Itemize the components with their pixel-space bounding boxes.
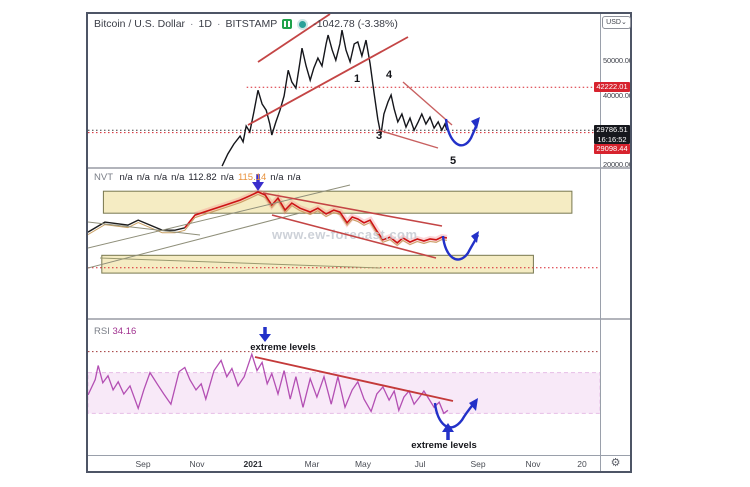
rsi-extreme-levels-bottom: extreme levels <box>411 440 477 451</box>
price-ascending-trendline[interactable] <box>247 36 409 126</box>
price-descending-trendline[interactable] <box>402 81 453 126</box>
price-series-line <box>221 29 448 167</box>
nvt-legend-values: n/a n/a n/a n/a 112.82 n/a 115.14 n/a n/a <box>115 172 300 183</box>
rsi-series-line <box>88 352 449 415</box>
time-axis-label: Mar <box>304 459 320 469</box>
nvt-descending-channel-lower[interactable] <box>271 214 437 259</box>
price-pane[interactable]: 1 3 4 5 Bitcoin / U.S. Dollar · 1D · BIT… <box>88 14 630 167</box>
rsi-extreme-levels-top: extreme levels <box>250 342 316 353</box>
nvt-legend-value: 115.14 <box>237 172 267 183</box>
wave-label-1[interactable]: 1 <box>354 73 360 85</box>
rsi-top-down-arrowhead <box>259 334 271 342</box>
nvt-plot[interactable]: www.ew-forecast.com <box>88 169 600 318</box>
rsi-pane[interactable]: extreme levels extreme levels RSI 34.16 … <box>88 320 630 455</box>
status-dot-icon <box>297 18 309 30</box>
last-price-value: 29786.51 <box>596 125 628 134</box>
nvt-band-trendline[interactable] <box>99 257 381 269</box>
time-axis-label: Jul <box>414 459 426 469</box>
price-plot[interactable]: 1 3 4 5 <box>88 14 600 167</box>
nvt-legend-value: n/a <box>287 172 301 183</box>
price-upper-ascending-trendline[interactable] <box>257 14 331 63</box>
time-axis-separator <box>88 455 630 456</box>
last-price-countdown: 16:16:52 <box>597 134 627 144</box>
time-axis-label: Sep <box>135 459 151 469</box>
change-text: -1042.78 (-3.38%) <box>313 18 398 30</box>
nvt-band <box>102 190 573 214</box>
nvt-down-arrowhead <box>252 182 264 191</box>
time-axis-label: Sep <box>470 459 486 469</box>
nvt-ma-line <box>88 193 447 247</box>
rsi-legend-name: RSI <box>94 326 110 337</box>
time-axis-label: Nov <box>525 459 541 469</box>
nvt-legend-value: n/a <box>171 172 185 183</box>
symbol-title: Bitcoin / U.S. Dollar <box>94 18 186 30</box>
legend-separator: · <box>190 18 194 30</box>
nvt-descending-minor-trendline[interactable] <box>88 221 201 236</box>
nvt-legend[interactable]: NVT n/a n/a n/a n/a 112.82 n/a 115.14 n/a n/a <box>94 172 301 183</box>
time-axis[interactable]: Sep Nov 2021 Mar May Jul Sep Nov 20 <box>88 456 630 471</box>
rsi-band <box>88 372 600 414</box>
nvt-legend-value: n/a <box>270 172 284 183</box>
price-axis-tick: 40000.00 <box>603 90 630 100</box>
time-axis-label: Nov <box>189 459 205 469</box>
nvt-legend-name: NVT <box>94 172 113 183</box>
price-axis-tick: 20000.00 <box>603 159 630 168</box>
resistance-price-chip: 42222.01 <box>594 82 630 92</box>
rsi-generated-layers <box>88 351 600 415</box>
wave-label-3[interactable]: 3 <box>376 130 382 142</box>
currency-dropdown[interactable]: USD⌄ <box>602 16 631 29</box>
nvt-line-early <box>88 219 185 233</box>
gear-icon[interactable]: ⚙ <box>610 457 621 469</box>
pane-separator[interactable] <box>88 318 630 320</box>
wave-label-4[interactable]: 4 <box>386 69 393 81</box>
wave-label-5[interactable]: 5 <box>450 155 456 167</box>
nvt-ascending-trendline-upper[interactable] <box>88 184 351 249</box>
time-axis-label: 2021 <box>243 459 263 469</box>
legend-separator: · <box>216 18 221 30</box>
chevron-down-icon: ⌄ <box>620 19 627 26</box>
nvt-legend-value: n/a <box>153 172 168 183</box>
nvt-line <box>184 191 448 244</box>
pane-separator[interactable] <box>88 167 630 169</box>
nvt-pane[interactable]: www.ew-forecast.com NVT n/an/an/an/a112.… <box>88 169 630 318</box>
nvt-legend-value: n/a <box>136 172 150 183</box>
rsi-legend-value: 34.16 <box>112 326 137 337</box>
nvt-descending-channel-upper[interactable] <box>262 192 443 227</box>
time-axis-label: May <box>354 459 372 469</box>
nvt-legend-value: 112.82 <box>188 172 217 183</box>
interval-label: 1D <box>198 18 212 30</box>
price-swoosh-arrowhead <box>471 117 480 129</box>
price-axis-scale[interactable]: 60000.0050000.0040000.0020000.0042222.01… <box>594 14 630 168</box>
nvt-swoosh-arrowhead <box>471 231 479 243</box>
nvt-legend-value: n/a <box>119 172 133 183</box>
rsi-bottom-up-arrowhead <box>442 423 454 432</box>
flag-icon[interactable] <box>282 19 293 29</box>
last-price-chip: 29786.51 16:16:52 <box>594 125 630 144</box>
price-axis-tick: 50000.00 <box>603 56 630 65</box>
rsi-legend[interactable]: RSI 34.16 <box>94 326 136 337</box>
rsi-descending-trendline[interactable] <box>254 356 454 402</box>
support-price-chip: 29098.44 <box>594 144 630 154</box>
rsi-swoosh-arrow[interactable] <box>433 401 476 429</box>
price-legend[interactable]: Bitcoin / U.S. Dollar · 1D · BITSTAMP -1… <box>94 18 398 30</box>
rsi-plot[interactable]: extreme levels extreme levels <box>88 320 600 455</box>
nvt-legend-value: n/a <box>220 172 234 183</box>
exchange-label: BITSTAMP <box>225 18 278 30</box>
price-lower-descending-trendline[interactable] <box>377 129 439 149</box>
rsi-swoosh-arrowhead <box>469 398 478 411</box>
nvt-band <box>101 254 534 274</box>
currency-label: USD <box>606 19 621 26</box>
chart-widget: 1 3 4 5 Bitcoin / U.S. Dollar · 1D · BIT… <box>86 12 632 473</box>
price-scale-separator[interactable] <box>600 14 601 471</box>
time-axis-label: 20 <box>577 459 587 469</box>
price-generated-layers <box>88 29 600 167</box>
